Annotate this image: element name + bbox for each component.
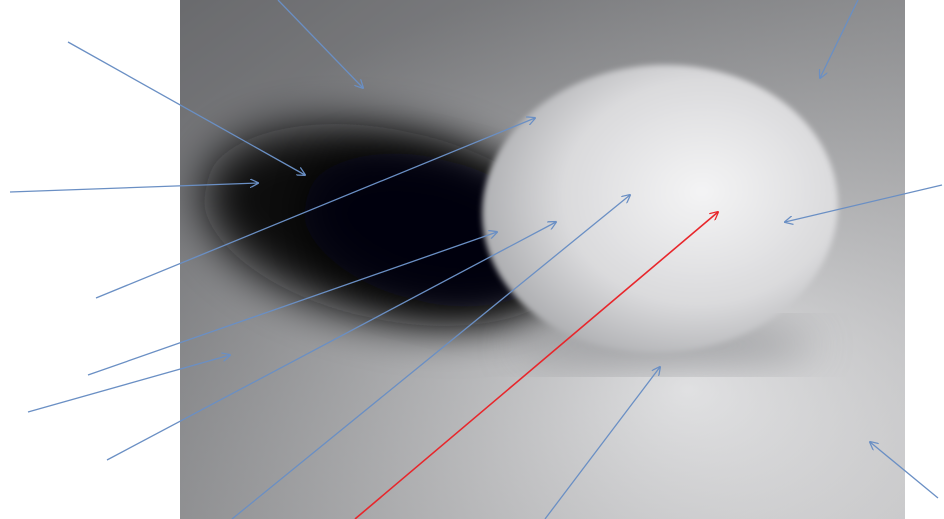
arrow [87,232,497,376]
arrow [67,41,305,175]
arrows [9,0,943,519]
arrow [95,118,535,299]
arrow [544,367,660,519]
arrow [785,184,943,222]
arrow [820,0,859,78]
arrow [231,195,630,519]
arrow [870,442,939,499]
photo [180,0,905,519]
egg [482,64,838,354]
arrow [9,183,258,193]
highlight-arrow [354,212,718,519]
arrow [277,0,363,88]
arrow [27,355,230,413]
arrow [106,222,556,461]
